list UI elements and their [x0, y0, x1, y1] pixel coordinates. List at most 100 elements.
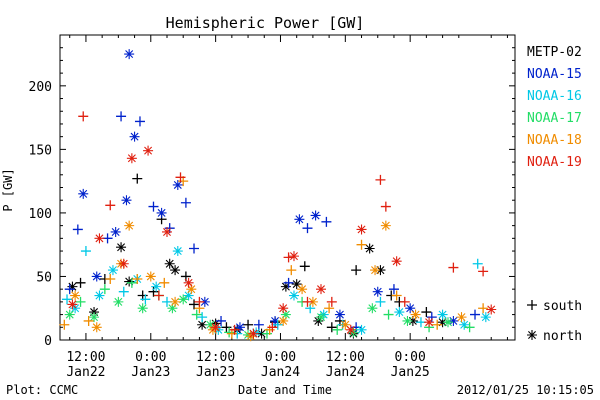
data-point-noaa-15-south	[116, 111, 127, 122]
data-point-noaa-15-north	[199, 296, 210, 307]
data-point-noaa-15-north	[110, 226, 121, 237]
data-point-noaa-15-south	[134, 116, 145, 127]
data-point-noaa-15-north	[91, 271, 102, 282]
data-point-noaa-19-south	[478, 266, 489, 277]
data-point-noaa-15-south	[470, 309, 481, 320]
data-point-noaa-19-south	[283, 252, 294, 263]
data-point-noaa-18-north	[307, 296, 318, 307]
data-point-noaa-16-south	[62, 294, 73, 305]
data-point-noaa-19-south	[375, 174, 386, 185]
data-point-noaa-18-south	[324, 303, 335, 314]
x-tick-label-time: 12:00	[196, 350, 235, 365]
data-point-noaa-16-north	[107, 265, 118, 276]
data-point-noaa-17-south	[191, 309, 202, 320]
data-point-noaa-17-north	[64, 309, 75, 320]
data-point-noaa-19-north	[316, 284, 327, 295]
data-point-noaa-18-south	[159, 277, 170, 288]
data-point-noaa-19-south	[175, 172, 186, 183]
data-point-noaa-19-north	[126, 153, 137, 164]
data-point-noaa-17-north	[243, 329, 254, 340]
data-point-noaa-15-north	[294, 214, 305, 225]
data-point-noaa-18-south	[478, 303, 489, 314]
x-tick-label-time: 12:00	[326, 350, 365, 365]
data-point-noaa-19-north	[67, 299, 78, 310]
chart-title: Hemispheric Power [GW]	[166, 14, 365, 32]
marker-legend: south north	[527, 299, 582, 344]
x-tick-label-time: 12:00	[66, 350, 105, 365]
data-point-noaa-18-north	[370, 265, 381, 276]
data-point-noaa-19-north	[278, 303, 289, 314]
data-point-noaa-18-north	[145, 271, 156, 282]
data-point-noaa-19-south	[380, 201, 391, 212]
data-point-noaa-16-north	[480, 312, 491, 323]
data-point-metp-02-north	[67, 281, 78, 292]
data-point-noaa-18-south	[286, 265, 297, 276]
data-point-metp-02-south	[421, 307, 432, 318]
data-point-noaa-15-south	[148, 201, 159, 212]
data-point-metp-02-north	[437, 317, 448, 328]
data-point-metp-02-south	[148, 286, 159, 297]
data-point-metp-02-north	[124, 276, 135, 287]
data-point-noaa-19-north	[288, 251, 299, 262]
data-point-noaa-19-south	[302, 296, 313, 307]
y-tick-label: 200	[29, 80, 52, 95]
data-point-noaa-16-south	[118, 286, 129, 297]
data-point-noaa-15-north	[372, 286, 383, 297]
x-axis-label: Date and Time	[238, 383, 332, 397]
data-point-noaa-15-north	[78, 188, 89, 199]
data-point-noaa-16-north	[437, 309, 448, 320]
data-point-noaa-19-north	[486, 304, 497, 315]
data-point-noaa-19-south	[194, 296, 205, 307]
data-point-noaa-19-north	[183, 277, 194, 288]
data-point-noaa-17-south	[75, 296, 86, 307]
legend-entry-noaa-16: NOAA-16	[527, 89, 582, 104]
x-tick-label-date: Jan25	[391, 365, 430, 380]
data-point-noaa-15-north	[334, 309, 345, 320]
data-point-noaa-18-south	[132, 274, 143, 284]
data-point-metp-02-south	[75, 277, 86, 288]
data-point-noaa-17-north	[367, 303, 378, 314]
data-point-noaa-16-north	[183, 290, 194, 301]
data-point-noaa-17-south	[99, 284, 110, 295]
data-point-noaa-17-north	[137, 303, 148, 314]
data-point-noaa-19-north	[118, 258, 129, 269]
y-tick-label: 0	[44, 334, 52, 349]
data-point-noaa-19-south	[267, 322, 278, 333]
data-point-noaa-15-south	[180, 197, 191, 208]
data-point-noaa-15-south	[189, 243, 200, 254]
data-point-noaa-18-north	[278, 315, 289, 326]
x-tick-label-time: 0:00	[135, 350, 166, 365]
data-point-noaa-19-north	[210, 322, 221, 333]
data-point-noaa-17-north	[89, 312, 100, 323]
x-tick-label-date: Jan23	[196, 365, 235, 380]
data-point-noaa-16-south	[140, 294, 151, 305]
data-point-metp-02-north	[407, 315, 418, 326]
data-point-noaa-15-south	[321, 216, 332, 227]
data-point-noaa-19-south	[399, 296, 410, 307]
data-point-metp-02-north	[364, 243, 375, 254]
marker-legend-label: north	[543, 329, 582, 344]
data-point-metp-02-south	[221, 322, 232, 333]
data-point-noaa-17-north	[280, 309, 291, 320]
data-point-noaa-16-south	[80, 246, 91, 257]
data-point-noaa-19-south	[78, 111, 89, 122]
data-point-noaa-17-north	[178, 294, 189, 305]
data-point-noaa-17-north	[113, 296, 124, 307]
data-point-noaa-15-north	[129, 131, 140, 142]
data-point-noaa-19-north	[424, 317, 435, 328]
data-point-noaa-17-north	[402, 315, 413, 326]
data-point-noaa-18-north	[380, 220, 391, 231]
data-point-metp-02-north	[164, 258, 175, 269]
data-point-noaa-15-north	[172, 179, 183, 190]
y-tick-label: 150	[29, 143, 52, 158]
data-point-noaa-15-south	[302, 223, 313, 234]
data-point-noaa-15-north	[121, 195, 132, 206]
plot-timestamp: 2012/01/25 10:15:05	[457, 383, 594, 397]
data-point-metp-02-south	[351, 265, 362, 276]
data-point-noaa-16-south	[472, 258, 483, 269]
marker-legend-label: south	[543, 299, 582, 314]
data-point-noaa-15-south	[253, 319, 264, 330]
data-point-noaa-17-south	[383, 309, 394, 320]
data-point-noaa-18-south	[432, 319, 443, 330]
